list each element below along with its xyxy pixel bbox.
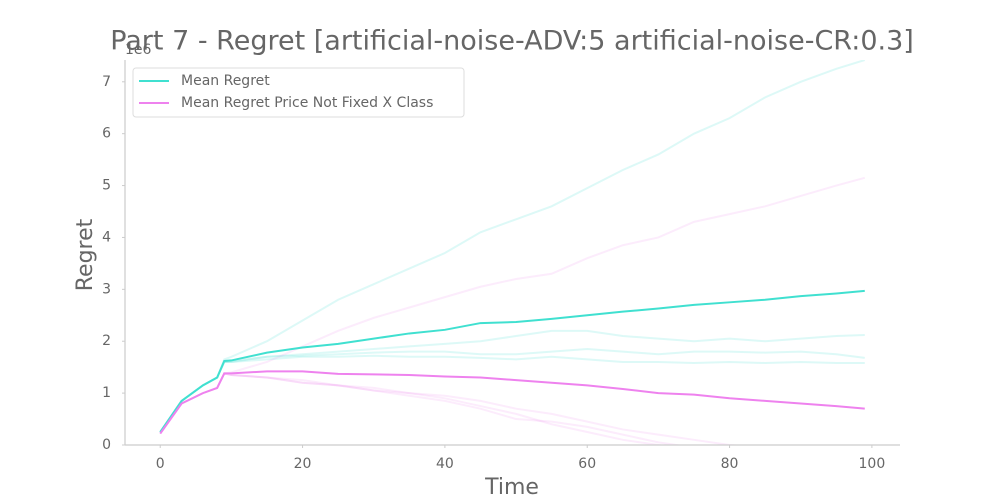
plot-area (159, 60, 866, 445)
y-axis-label: Regret (73, 218, 98, 291)
legend-label: Mean Regret (181, 73, 270, 89)
x-tick-label: 20 (294, 456, 312, 472)
x-tick-label: 0 (156, 456, 165, 472)
series-line (159, 370, 865, 435)
legend-box (132, 67, 465, 118)
legend-label: Mean Regret Price Not Fixed X Class (181, 95, 433, 111)
run-line (159, 372, 666, 445)
series-line (159, 289, 865, 433)
y-tick-label: 1 (102, 385, 111, 401)
y-tick-label: 2 (102, 333, 111, 349)
x-tick-label: 60 (578, 456, 596, 472)
y-offset-label: 1e6 (125, 42, 152, 58)
chart-title: Part 7 - Regret [artificial-noise-ADV:5 … (110, 26, 914, 57)
x-tick-label: 80 (721, 456, 739, 472)
run-line (159, 354, 865, 433)
y-tick-label: 4 (102, 229, 111, 245)
run-line (159, 176, 866, 435)
x-tick-label: 100 (859, 456, 886, 472)
y-tick-label: 3 (102, 281, 111, 297)
y-tick-label: 6 (102, 126, 111, 142)
run-line (159, 372, 684, 445)
run-line (159, 329, 865, 433)
run-line (159, 372, 744, 445)
x-tick-label: 40 (436, 456, 454, 472)
y-tick-label: 0 (102, 437, 111, 453)
y-tick-label: 7 (102, 74, 111, 90)
y-tick-label: 5 (102, 178, 111, 194)
x-axis-label: Time (484, 475, 539, 500)
